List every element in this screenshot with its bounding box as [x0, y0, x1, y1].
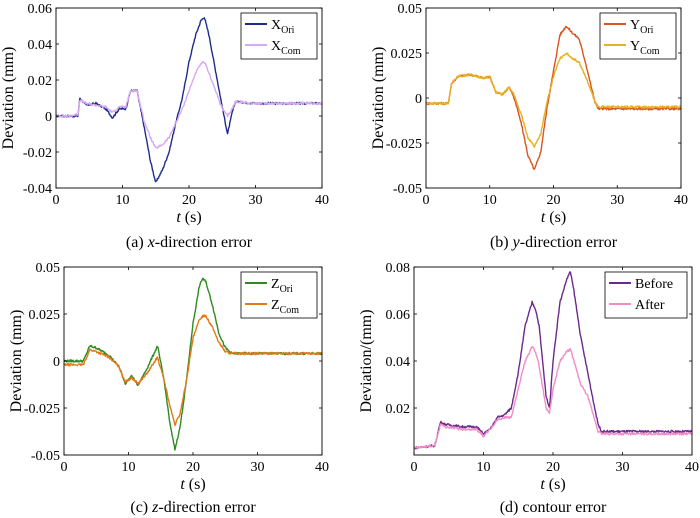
x-axis-label: t (s)	[541, 209, 566, 226]
legend: YOri YCom	[599, 12, 677, 60]
y-tick-label: 0.025	[29, 308, 61, 323]
legend-box	[240, 271, 318, 319]
x-tick-label: 0	[423, 193, 430, 208]
x-tick-label: 10	[477, 460, 491, 475]
x-tick-label: 40	[315, 193, 329, 208]
x-tick-label: 20	[547, 193, 561, 208]
legend-label: After	[635, 298, 665, 313]
y-tick-label: -0.025	[386, 137, 422, 152]
legend: ZOri ZCom	[240, 271, 318, 319]
y-tick-label: -0.025	[24, 402, 60, 417]
y-tick-label: -0.05	[31, 449, 60, 464]
x-tick-label: 20	[182, 193, 196, 208]
x-tick-label: 0	[411, 460, 418, 475]
y-tick-label: 0.025	[391, 47, 423, 62]
panel-caption: (a) x-direction error	[126, 234, 253, 251]
panel-caption: (d) contour error	[500, 499, 607, 516]
series-line-after	[414, 346, 692, 449]
y-tick-label: 0	[53, 355, 60, 370]
legend-box	[240, 12, 318, 60]
x-tick-label: 10	[483, 193, 497, 208]
legend-label: XOri	[271, 18, 295, 36]
y-tick-label: 0	[415, 92, 422, 107]
y-tick-label: 0.06	[386, 308, 411, 323]
x-tick-label: 20	[546, 460, 560, 475]
x-tick-label: 30	[251, 460, 265, 475]
x-tick-label: 0	[53, 193, 60, 208]
x-tick-label: 30	[610, 193, 624, 208]
chart-panel-0: 0 10 20 30 40 -0.04 -0.02 0 0.02 0.04 0.06 Deviatio…	[0, 2, 329, 251]
x-tick-label: 30	[249, 193, 263, 208]
y-tick-label: 0.04	[386, 355, 411, 370]
x-tick-label: 10	[122, 460, 136, 475]
y-tick-label: 0.02	[28, 74, 53, 89]
series-line-x-com	[56, 60, 322, 149]
y-tick-label: -0.05	[393, 182, 422, 197]
x-axis-label: t (s)	[180, 476, 205, 493]
y-tick-label: 0	[45, 110, 52, 125]
y-axis-label: Deviation (mm)	[8, 310, 25, 413]
legend-label: YOri	[630, 18, 654, 36]
y-tick-label: 0.04	[28, 38, 53, 53]
panel-caption: (c) z-direction error	[130, 499, 256, 516]
x-tick-label: 30	[616, 460, 630, 475]
series-line-z-com	[64, 314, 322, 427]
series-line-y-com	[426, 52, 681, 148]
x-tick-label: 40	[674, 193, 688, 208]
legend-label: YCom	[630, 39, 660, 57]
y-tick-label: -0.02	[23, 146, 52, 161]
chart-panel-3: 0 10 20 30 40 0.02 0.04 0.06 0.08 Deviation/(mm) t…	[358, 261, 699, 516]
y-tick-label: 0.08	[386, 261, 411, 276]
y-tick-label: -0.04	[23, 182, 52, 197]
legend-label: ZCom	[271, 298, 299, 316]
legend: Before After	[604, 271, 688, 319]
x-tick-label: 20	[186, 460, 200, 475]
legend-label: XCom	[271, 39, 301, 57]
series-line-before	[414, 271, 692, 450]
y-tick-label: 0.06	[28, 2, 53, 17]
panel-caption: (b) y-direction error	[490, 234, 618, 251]
legend-box	[599, 12, 677, 60]
y-tick-label: 0.02	[386, 402, 411, 417]
chart-panel-1: 0 10 20 30 40 -0.05 -0.025 0 0.025 0.05 Deviation …	[370, 2, 688, 251]
x-tick-label: 10	[116, 193, 130, 208]
y-tick-label: 0.05	[398, 2, 423, 17]
legend-label: ZOri	[271, 277, 293, 295]
legend: XOri XCom	[240, 12, 318, 60]
x-tick-label: 40	[315, 460, 329, 475]
x-tick-label: 40	[685, 460, 699, 475]
x-tick-label: 0	[61, 460, 68, 475]
chart-panel-2: 0 10 20 30 40 -0.05 -0.025 0 0.025 0.05 Deviation …	[8, 261, 329, 516]
x-axis-label: t (s)	[176, 209, 201, 226]
x-axis-label: t (s)	[540, 476, 565, 493]
y-axis-label: Deviation (mm)	[0, 47, 17, 150]
y-tick-label: 0.05	[36, 261, 61, 276]
legend-label: Before	[635, 277, 673, 292]
y-axis-label: Deviation (mm)	[370, 47, 387, 150]
y-axis-label: Deviation/(mm)	[358, 309, 375, 412]
legend-box	[604, 271, 688, 319]
